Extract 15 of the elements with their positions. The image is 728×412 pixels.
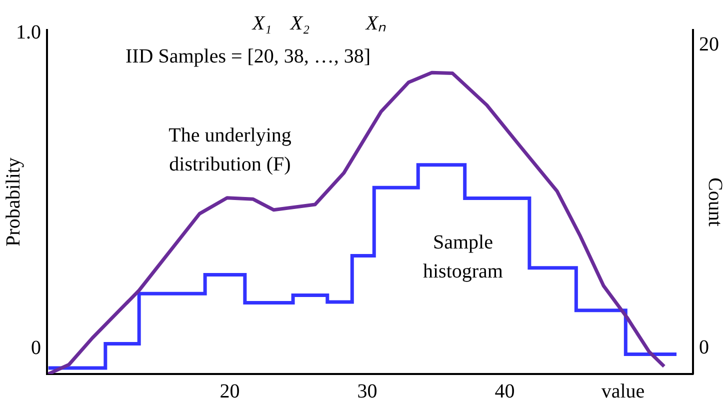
annotation: IID Samples = [20, 38, …, 38] [125, 45, 371, 68]
series-label: The underlying distribution (F) [168, 124, 292, 176]
x-tick-label: 30 [357, 380, 378, 402]
y-tick-label: 1.0 [16, 21, 41, 44]
annotation: Xₙ [364, 12, 386, 34]
x-axis-title: value [601, 380, 645, 402]
x-tick-label: 20 [220, 380, 240, 402]
y-axis-title: Probability [2, 158, 24, 246]
y2-axis-title: Count [704, 178, 726, 227]
annotation: X₂ [289, 12, 310, 34]
series-label: Sample histogram [423, 231, 504, 282]
x-tick-label: 40 [494, 380, 515, 402]
annotation: X₁ [251, 12, 272, 34]
y2-tick-label: 20 [699, 33, 719, 56]
y2-tick-label: 0 [699, 336, 709, 358]
